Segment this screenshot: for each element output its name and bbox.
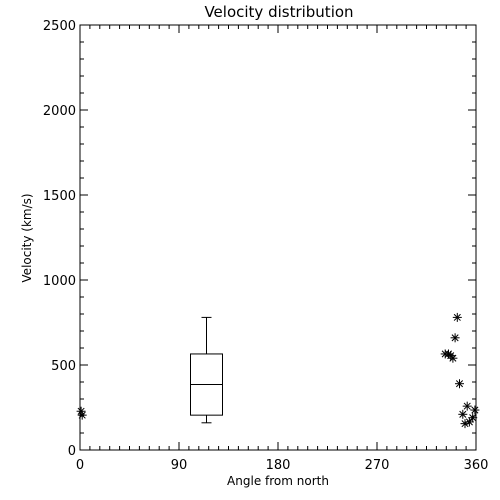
data-point	[76, 406, 86, 416]
y-tick-label: 0	[68, 444, 76, 459]
y-tick-label: 2500	[43, 19, 76, 34]
y-tick-label: 500	[51, 359, 76, 374]
asterisk-stroke	[78, 411, 86, 419]
asterisk-stroke	[449, 354, 457, 362]
x-tick-label: 0	[76, 458, 84, 473]
data-point	[458, 409, 468, 419]
asterisk-stroke	[451, 334, 459, 342]
y-tick-label: 1500	[43, 189, 76, 204]
asterisk-stroke	[455, 380, 464, 388]
x-tick-label: 90	[171, 458, 188, 473]
asterisk-stroke	[77, 407, 85, 415]
x-tick-label: 360	[464, 458, 489, 473]
asterisk-stroke	[459, 410, 467, 418]
x-tick-label: 180	[266, 458, 291, 473]
y-tick-label: 1000	[43, 274, 76, 289]
data-point	[448, 353, 458, 363]
asterisk-stroke	[463, 402, 471, 410]
y-tick-labels: 0 500 1000 1500 2000 2500	[43, 19, 76, 459]
asterisk-stroke	[469, 414, 477, 422]
data-point	[452, 312, 462, 322]
data-point	[450, 333, 460, 343]
x-tick-labels: 0 90 180 270 360	[76, 458, 489, 473]
asterisk-stroke	[453, 313, 461, 321]
asterisk-stroke	[465, 418, 473, 426]
y-axis-label: Velocity (km/s)	[20, 193, 34, 282]
data-point	[468, 413, 478, 423]
data-point	[455, 379, 464, 389]
asterisk-stroke	[471, 406, 479, 414]
plot-frame	[79, 24, 477, 451]
data-point	[462, 401, 472, 411]
x-tick-label: 270	[365, 458, 390, 473]
data-point	[77, 410, 87, 420]
axis-ticks	[79, 24, 477, 451]
box-plot	[190, 316, 223, 424]
chart-title: Velocity distribution	[204, 3, 353, 21]
x-axis-label: Angle from north	[227, 474, 329, 488]
y-tick-label: 2000	[43, 104, 76, 119]
data-points	[76, 312, 480, 429]
data-point	[470, 405, 480, 415]
